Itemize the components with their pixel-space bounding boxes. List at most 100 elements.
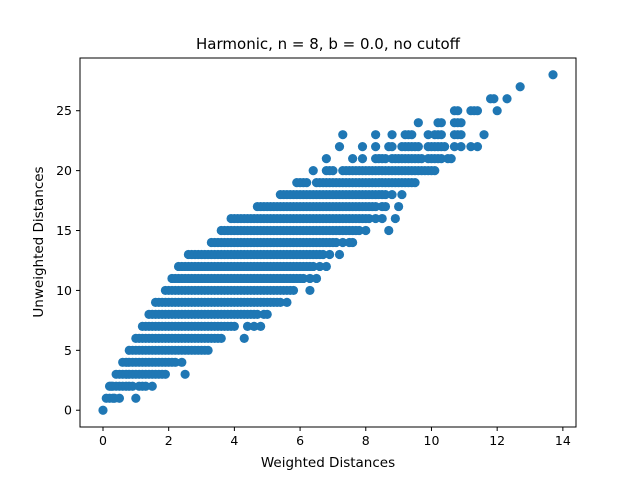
data-point [321, 261, 331, 272]
data-point [502, 94, 512, 104]
data-point [229, 321, 239, 331]
data-point [334, 142, 345, 152]
data-point [390, 213, 400, 224]
data-point [446, 154, 456, 164]
data-point [472, 142, 483, 152]
data-point [308, 261, 318, 272]
y-tick-label: 10 [56, 283, 72, 298]
data-point [384, 225, 394, 236]
data-point [397, 189, 407, 200]
data-point [394, 201, 404, 212]
x-tick-label: 14 [555, 433, 571, 448]
data-point [114, 393, 125, 403]
x-axis-ticks: 0 2 4 6 8 10 12 14 [99, 427, 571, 448]
chart-title: Harmonic, n = 8, b = 0.0, no cutoff [196, 35, 461, 53]
data-point [515, 82, 525, 92]
data-point [127, 381, 138, 391]
data-point [371, 213, 381, 224]
y-tick-label: 25 [56, 103, 72, 118]
data-point [410, 178, 420, 188]
data-point [364, 213, 374, 224]
data-point [361, 225, 371, 236]
data-point [489, 94, 499, 104]
data-point [466, 142, 476, 152]
data-point [354, 225, 364, 236]
data-point [371, 201, 381, 212]
data-point [177, 357, 187, 367]
data-point [417, 154, 427, 164]
data-point [377, 213, 387, 224]
data-point [436, 118, 446, 128]
data-point [302, 178, 312, 188]
data-point [298, 273, 308, 284]
data-point [328, 166, 338, 176]
data-point [456, 130, 466, 140]
data-point [407, 130, 417, 140]
data-point [256, 321, 266, 331]
data-point [318, 249, 328, 260]
y-axis-ticks: 0 5 10 15 20 25 [56, 103, 80, 418]
data-point [456, 142, 466, 152]
data-point [141, 381, 151, 391]
x-tick-label: 4 [230, 433, 238, 448]
y-tick-label: 5 [64, 343, 72, 358]
data-point [357, 154, 368, 164]
y-axis-label: Unweighted Distances [31, 166, 47, 317]
scatter-points [98, 70, 558, 415]
data-point [325, 249, 335, 260]
data-point [413, 118, 423, 128]
data-point [170, 357, 180, 367]
data-point [252, 309, 262, 319]
x-tick-label: 2 [165, 433, 173, 448]
data-point [282, 297, 292, 307]
x-tick-label: 0 [99, 433, 107, 448]
x-axis-label: Weighted Distances [261, 455, 395, 471]
data-point [348, 154, 358, 164]
y-tick-label: 0 [64, 403, 72, 418]
x-tick-label: 10 [424, 433, 440, 448]
data-point [430, 166, 440, 176]
data-point [338, 130, 348, 140]
data-point [456, 118, 466, 128]
data-point [380, 189, 391, 200]
data-point [387, 142, 397, 152]
data-point [371, 142, 381, 152]
data-point [492, 106, 502, 116]
data-point [315, 261, 325, 272]
data-point [331, 237, 341, 248]
data-point [216, 333, 226, 343]
data-point [242, 321, 253, 331]
data-point [387, 189, 397, 200]
data-point [472, 106, 483, 116]
x-tick-label: 12 [489, 433, 505, 448]
y-tick-label: 20 [56, 163, 72, 178]
data-point [423, 130, 433, 140]
data-point [311, 273, 322, 284]
data-point [440, 142, 450, 152]
data-point [449, 142, 460, 152]
data-point [305, 285, 315, 296]
data-point [249, 321, 259, 331]
x-tick-label: 6 [296, 433, 304, 448]
data-point [321, 154, 331, 164]
data-point [348, 237, 358, 248]
data-point [160, 369, 170, 379]
data-point [288, 285, 299, 296]
data-point [548, 70, 558, 80]
data-point [308, 166, 318, 176]
data-point [371, 130, 381, 140]
data-point [203, 345, 213, 355]
data-point [413, 142, 423, 152]
data-point [275, 297, 285, 307]
data-point [453, 106, 463, 116]
data-point [380, 154, 391, 164]
data-point [131, 393, 141, 403]
data-point [436, 130, 446, 140]
x-tick-label: 8 [362, 433, 370, 448]
data-point [180, 369, 190, 379]
data-point [262, 309, 272, 319]
plot-frame [79, 57, 577, 428]
data-point [436, 154, 446, 164]
data-point [239, 333, 249, 343]
